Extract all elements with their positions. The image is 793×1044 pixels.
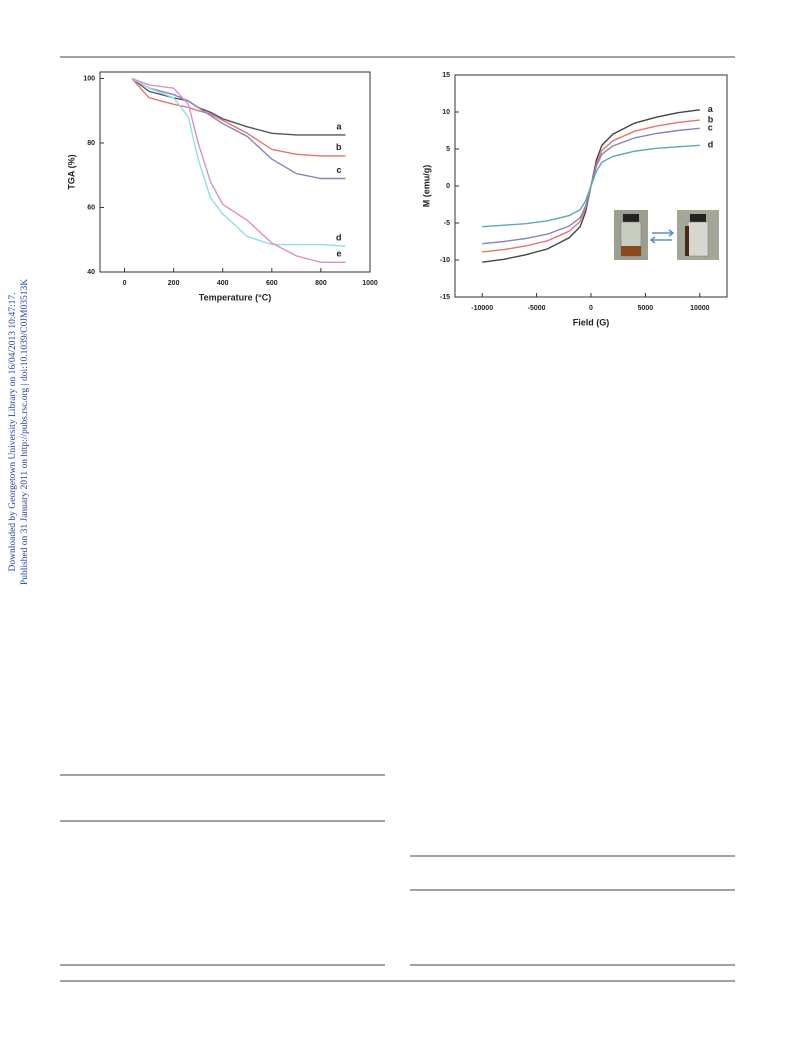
y-tick-label: 0 — [446, 183, 450, 190]
x-tick-label: 1000 — [362, 280, 378, 287]
series-label: b — [336, 142, 342, 152]
plot-frame — [99, 71, 371, 273]
x-tick-label: 10000 — [690, 305, 710, 312]
x-tick-label: 400 — [217, 280, 229, 287]
x-tick-label: 200 — [168, 280, 180, 287]
y-axis-label: M (emu/g) — [421, 165, 431, 208]
y-axis-label: TGA (%) — [66, 154, 76, 189]
x-axis-label: Temperature (°C) — [199, 292, 271, 302]
series-label: e — [336, 249, 341, 259]
y-tick-label: 15 — [442, 72, 450, 79]
margin-note: Downloaded by Georgetown University Libr… — [8, 293, 18, 572]
y-tick-label: 40 — [87, 269, 95, 276]
series-label: d — [336, 233, 342, 243]
y-tick-label: -5 — [444, 220, 450, 227]
margin-note: Published on 31 January 2011 on http://p… — [20, 279, 30, 585]
series-label: d — [708, 140, 714, 150]
x-tick-label: -5000 — [528, 305, 546, 312]
x-tick-label: 0 — [123, 280, 127, 287]
y-tick-label: 100 — [83, 75, 95, 82]
y-tick-label: 5 — [446, 146, 450, 153]
y-tick-label: 60 — [87, 204, 95, 211]
x-tick-label: 5000 — [638, 305, 654, 312]
data-line — [131, 77, 346, 180]
data-line — [482, 144, 700, 228]
series-label: a — [336, 121, 342, 131]
y-tick-label: 80 — [87, 140, 95, 147]
data-line — [131, 77, 346, 247]
y-tick-label: -10 — [440, 257, 450, 264]
series-label: b — [708, 115, 714, 125]
series-label: a — [708, 104, 714, 114]
x-tick-label: 600 — [266, 280, 278, 287]
x-tick-label: 800 — [315, 280, 327, 287]
series-label: c — [336, 165, 341, 175]
x-axis-label: Field (G) — [573, 317, 610, 327]
y-tick-label: -15 — [440, 294, 450, 301]
data-line — [131, 77, 346, 263]
x-tick-label: 0 — [589, 305, 593, 312]
inset-photo — [614, 210, 719, 260]
series-label: c — [708, 123, 713, 133]
data-line — [131, 78, 346, 157]
y-tick-label: 10 — [442, 109, 450, 116]
x-tick-label: -10000 — [471, 305, 493, 312]
